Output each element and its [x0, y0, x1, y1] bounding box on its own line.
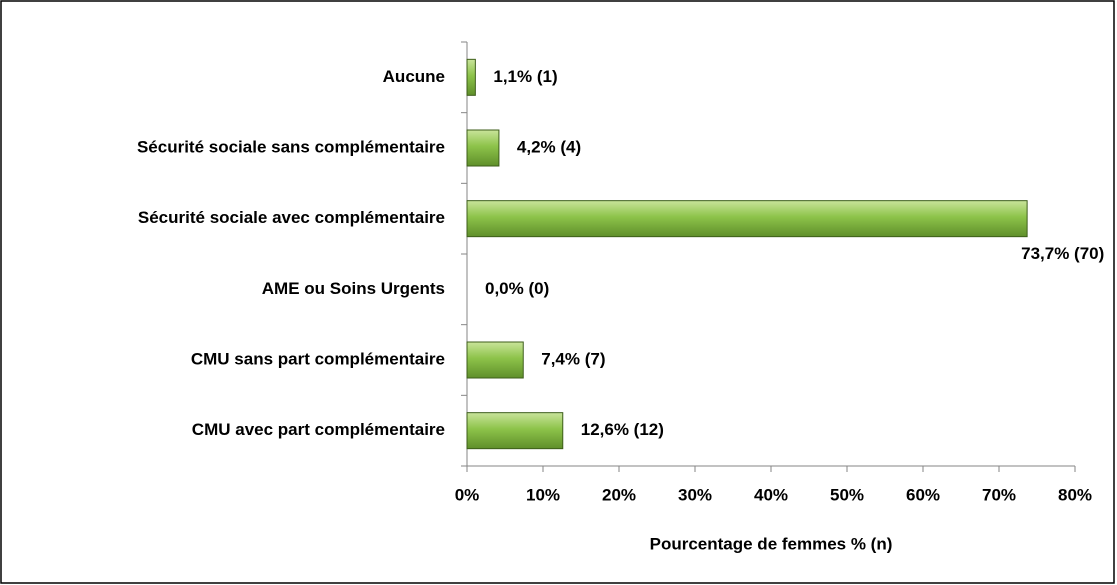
value-label: 4,2% (4) [517, 137, 581, 156]
value-label: 73,7% (70) [1021, 244, 1104, 263]
value-label: 1,1% (1) [493, 67, 557, 86]
bar [466, 412, 564, 450]
x-tick-label: 60% [906, 485, 940, 504]
x-tick-label: 80% [1058, 485, 1092, 504]
x-tick-label: 40% [754, 485, 788, 504]
value-label: 0,0% (0) [485, 279, 549, 298]
x-tick-label: 70% [982, 485, 1016, 504]
x-tick-label: 30% [678, 485, 712, 504]
y-tick-label: Sécurité sociale avec complémentaire [138, 208, 445, 227]
value-label: 12,6% (12) [581, 420, 664, 439]
y-tick-label: CMU avec part complémentaire [192, 420, 445, 439]
x-axis-label: Pourcentage de femmes % (n) [650, 534, 893, 553]
y-tick-label: Sécurité sociale sans complémentaire [137, 137, 445, 156]
bar [466, 341, 524, 379]
x-tick-label: 10% [526, 485, 560, 504]
y-tick-label: CMU sans part complémentaire [191, 349, 445, 368]
y-tick-label: Aucune [383, 67, 445, 86]
value-label: 7,4% (7) [541, 349, 605, 368]
x-tick-label: 0% [455, 485, 480, 504]
bar [466, 129, 500, 167]
x-tick-label: 50% [830, 485, 864, 504]
x-tick-label: 20% [602, 485, 636, 504]
bar [466, 58, 476, 96]
y-tick-label: AME ou Soins Urgents [262, 279, 445, 298]
bar [466, 200, 1028, 238]
